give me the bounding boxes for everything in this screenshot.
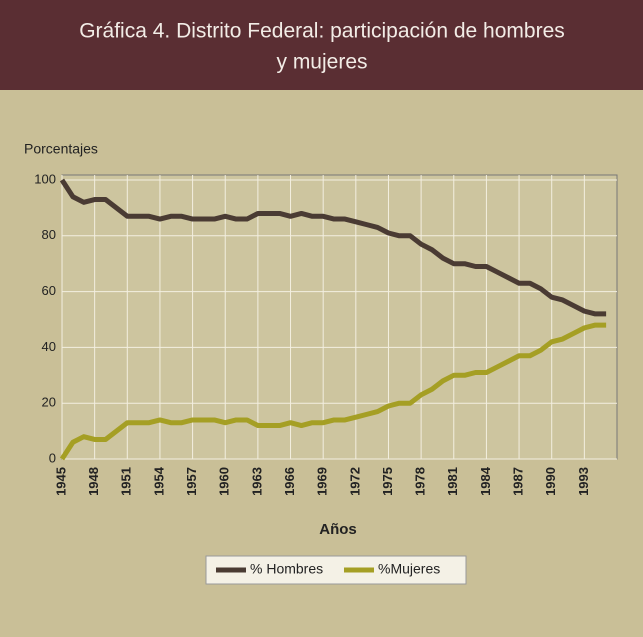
title-band: [0, 0, 643, 90]
x-tick-label: 1984: [478, 466, 493, 496]
y-tick-label: 0: [49, 450, 56, 465]
x-tick-label: 1993: [576, 467, 591, 496]
x-tick-label: 1948: [86, 467, 101, 496]
y-tick-label: 40: [42, 339, 56, 354]
plot-area: [61, 174, 618, 460]
x-tick-label: 1957: [184, 467, 199, 496]
legend-label: % Hombres: [250, 561, 323, 577]
y-tick-label: 20: [42, 395, 56, 410]
x-tick-label: 1969: [315, 467, 330, 496]
x-tick-label: 1960: [217, 467, 232, 496]
x-axis-label: Años: [319, 521, 357, 538]
x-tick-label: 1945: [53, 467, 68, 496]
series-line: [59, 178, 607, 317]
legend-label: %Mujeres: [378, 561, 440, 577]
y-tick-label: 60: [42, 283, 56, 298]
x-tick-label: 1987: [510, 467, 525, 496]
legend-box: [205, 555, 467, 585]
y-axis-label: Porcentajes: [24, 141, 98, 157]
x-tick-label: 1972: [347, 467, 362, 496]
x-tick-label: 1978: [413, 467, 428, 496]
x-tick-label: 1963: [249, 467, 264, 496]
x-tick-label: 1990: [543, 467, 558, 496]
y-tick-label: 80: [42, 227, 56, 242]
chart-title: Gráfica 4. Distrito Federal: participaci…: [79, 20, 565, 43]
chart-subtitle: y mujeres: [276, 51, 367, 74]
x-tick-label: 1966: [282, 467, 297, 496]
x-tick-label: 1981: [445, 467, 460, 496]
y-tick-label: 100: [34, 171, 56, 186]
series-line: [59, 322, 607, 461]
x-tick-label: 1975: [380, 467, 395, 496]
x-tick-label: 1954: [151, 466, 166, 496]
x-tick-label: 1951: [119, 467, 134, 496]
